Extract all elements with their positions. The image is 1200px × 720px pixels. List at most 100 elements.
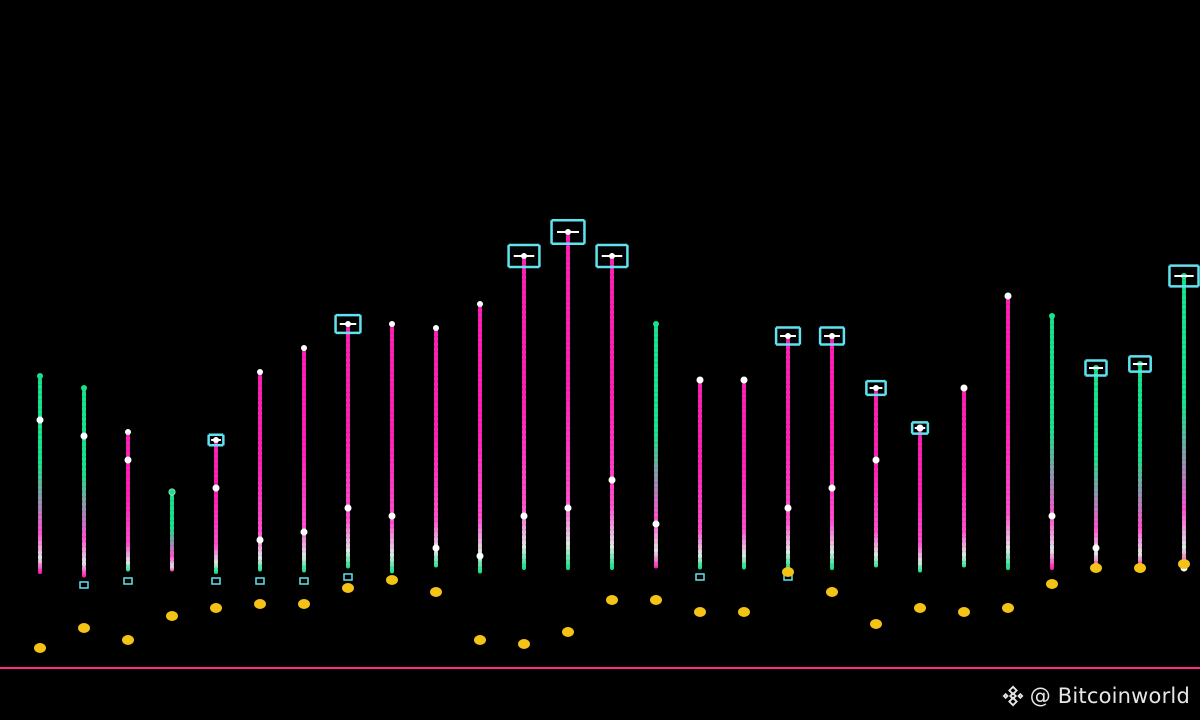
price-line <box>168 488 176 574</box>
price-line <box>520 253 528 570</box>
line-highlight <box>608 476 616 484</box>
line-top-point <box>653 321 659 327</box>
price-line <box>784 333 792 570</box>
gold-dot <box>1134 563 1146 573</box>
price-line <box>476 301 484 574</box>
line-highlight <box>1048 512 1056 520</box>
gold-dot <box>210 603 222 613</box>
line-highlight <box>256 536 264 544</box>
line-top-point <box>389 321 395 327</box>
price-line <box>564 229 572 570</box>
line-top-point <box>477 301 483 307</box>
line-highlight <box>1092 544 1100 552</box>
price-line <box>212 437 220 574</box>
binance-diamond-icon <box>1002 685 1024 707</box>
gold-dot <box>738 607 750 617</box>
bottom-marker-icon <box>299 577 309 585</box>
price-line <box>432 325 440 570</box>
line-top-point <box>433 325 439 331</box>
price-line <box>872 385 880 570</box>
price-line <box>960 384 968 570</box>
gold-dot <box>1002 603 1014 613</box>
bracket-cap-icon <box>1128 355 1152 373</box>
gold-dot <box>386 575 398 585</box>
bottom-marker-icon <box>695 573 705 581</box>
line-top-point <box>301 345 307 351</box>
bracket-cap-icon <box>865 379 887 397</box>
price-line <box>300 345 308 574</box>
bottom-marker-icon <box>79 581 89 589</box>
bracket-outline <box>1168 264 1200 288</box>
bracket-cap-icon <box>595 243 629 269</box>
line-top-point <box>37 373 43 379</box>
line-top-point <box>1005 293 1011 299</box>
line-highlight <box>520 512 528 520</box>
bracket-cap-icon <box>774 326 802 346</box>
line-top-point <box>169 489 175 495</box>
line-highlight <box>564 504 572 512</box>
gold-dot <box>518 639 530 649</box>
line-highlight <box>36 416 44 424</box>
gold-dot <box>958 607 970 617</box>
bottom-marker-icon <box>255 577 265 585</box>
watermark: @ Bitcoinworld <box>1002 684 1190 708</box>
price-lines-layer <box>36 229 1188 578</box>
gold-dot <box>826 587 838 597</box>
line-highlight <box>300 528 308 536</box>
price-line <box>1004 292 1012 570</box>
price-line <box>1136 361 1144 572</box>
line-highlight <box>652 520 660 528</box>
bracket-cap-icon <box>550 219 586 245</box>
bottom-marker-icon <box>343 573 353 581</box>
bracket-outline <box>595 243 629 269</box>
gold-dot <box>430 587 442 597</box>
line-highlight <box>344 504 352 512</box>
gold-dot <box>254 599 266 609</box>
price-line <box>1048 313 1056 570</box>
line-highlight <box>784 504 792 512</box>
line-top-point <box>125 429 131 435</box>
bottom-marker-icon <box>123 577 133 585</box>
price-line <box>696 376 704 570</box>
gold-dot <box>782 567 794 577</box>
bracket-cap-icon <box>1168 264 1200 288</box>
gold-dot <box>914 603 926 613</box>
line-top-point <box>257 369 263 375</box>
gold-dot <box>342 583 354 593</box>
bracket-cap-icon <box>818 326 846 346</box>
line-highlight <box>80 432 88 440</box>
markers-layer <box>79 219 1200 589</box>
price-line <box>344 321 352 570</box>
gold-dot <box>78 623 90 633</box>
bracket-cap-icon <box>1084 359 1108 377</box>
bracket-outline <box>1128 355 1152 373</box>
bracket-outline <box>774 326 802 346</box>
line-top-point <box>697 377 703 383</box>
line-highlight <box>124 456 132 464</box>
price-line <box>828 333 836 570</box>
gold-dot <box>606 595 618 605</box>
watermark-text: @ Bitcoinworld <box>1029 684 1190 708</box>
line-highlight <box>388 512 396 520</box>
gold-dot <box>298 599 310 609</box>
gold-dot <box>562 627 574 637</box>
price-line <box>608 253 616 570</box>
line-highlight <box>476 552 484 560</box>
line-highlight <box>872 456 880 464</box>
bracket-cap-icon <box>507 243 541 269</box>
bracket-outline <box>910 421 930 435</box>
price-line <box>388 321 396 574</box>
gold-dot <box>650 595 662 605</box>
line-top-point <box>1049 313 1055 319</box>
bottom-marker-icon <box>211 577 221 585</box>
gold-dot <box>1090 563 1102 573</box>
price-line <box>916 424 924 574</box>
gold-dot <box>694 607 706 617</box>
bracket-outline <box>334 313 362 335</box>
gold-dot <box>1178 559 1190 569</box>
price-line <box>80 385 88 578</box>
gold-dot <box>1046 579 1058 589</box>
bracket-outline <box>865 379 887 397</box>
bracket-outline <box>507 243 541 269</box>
